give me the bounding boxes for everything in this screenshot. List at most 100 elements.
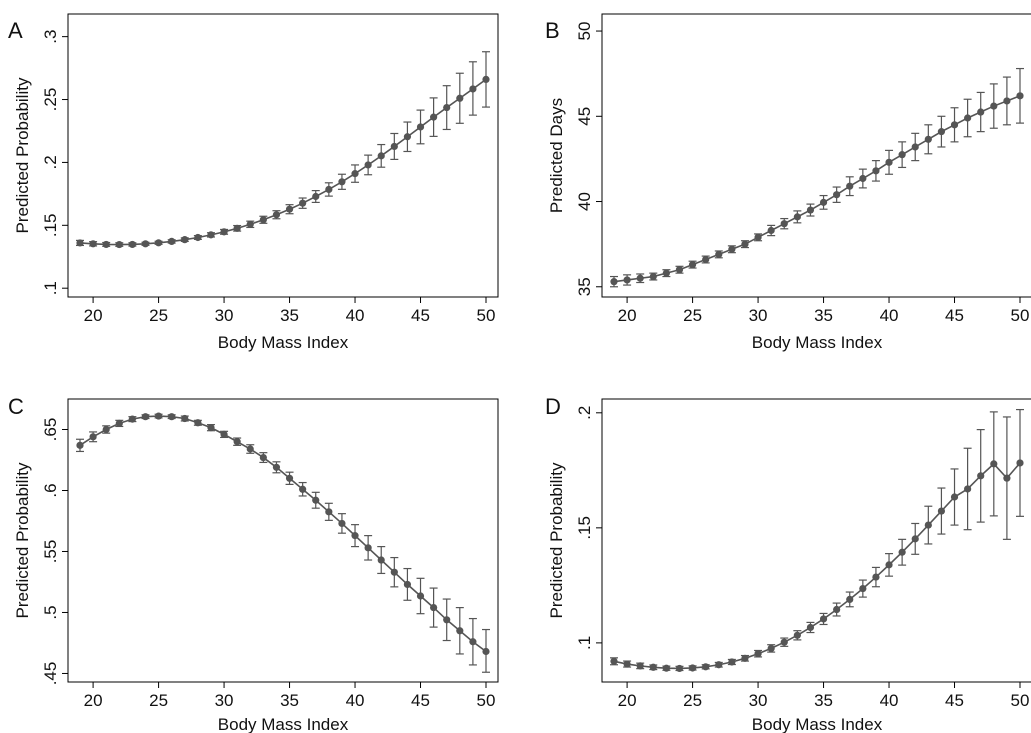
panel-c-point-22 <box>364 544 372 552</box>
panel-c-point-0 <box>76 441 84 449</box>
panel-d-x-tick-label-4: 40 <box>880 691 899 710</box>
panel-b-y-tick-label-3: 50 <box>575 22 594 41</box>
panel-a-point-23 <box>377 152 385 160</box>
panel-c-point-24 <box>390 568 398 576</box>
panel-a-x-tick-label-6: 50 <box>477 306 496 325</box>
panel-c-series-line <box>79 415 487 653</box>
panel-c: C Predicted Probability Body Mass Index … <box>8 394 499 733</box>
panel-d-point-22 <box>898 548 906 556</box>
panel-b-y-tick-label-0: 35 <box>575 277 594 296</box>
panel-c-point-15 <box>272 463 281 471</box>
panel-d-point-1 <box>623 660 631 668</box>
panel-b-point-20 <box>872 167 880 175</box>
panel-d-x-tick-label-5: 45 <box>945 691 964 710</box>
panel-d-point-11 <box>754 650 762 658</box>
panel-d-point-7 <box>702 663 710 671</box>
panel-c-point-21 <box>351 532 359 540</box>
panel-b-point-5 <box>675 266 684 274</box>
panel-b-point-24 <box>924 135 932 143</box>
panel-c-point-27 <box>430 603 438 612</box>
panel-a-y-tick-label-2: .2 <box>41 155 60 169</box>
panel-d-point-14 <box>793 631 801 639</box>
panel-a-point-17 <box>299 199 307 207</box>
panel-d-point-3 <box>649 663 657 671</box>
panel-d-point-27 <box>964 485 972 493</box>
panel-a-point-16 <box>285 205 294 213</box>
panel-b-x-tick-label-6: 50 <box>1011 306 1030 325</box>
panel-c-point-2 <box>102 425 110 434</box>
panel-b-point-10 <box>741 240 749 248</box>
panel-c-point-20 <box>338 519 346 528</box>
panel-c-point-30 <box>469 638 477 646</box>
panel-a-point-14 <box>259 216 267 224</box>
panel-c-plot-frame <box>67 398 499 683</box>
panel-d-point-13 <box>780 638 788 646</box>
panel-a-series-line <box>79 78 487 246</box>
panel-d-x-tick-label-3: 35 <box>814 691 833 710</box>
panel-d-point-28 <box>977 472 985 480</box>
panel-b-point-27 <box>964 114 972 122</box>
panel-b-point-30 <box>1003 97 1011 105</box>
panel-a-x-axis-label: Body Mass Index <box>218 333 349 352</box>
panel-d-letter: D <box>545 394 561 419</box>
panel-c-y-tick-label-3: .6 <box>41 483 60 497</box>
panel-b-point-31 <box>1016 92 1024 100</box>
panel-c-y-tick-label-4: .65 <box>41 418 60 442</box>
panel-a-point-26 <box>416 123 425 131</box>
panel-d-y-tick-label-1: .15 <box>575 516 594 540</box>
panel-d-point-30 <box>1003 474 1011 482</box>
panel-a-point-31 <box>482 75 490 84</box>
panel-d-point-25 <box>937 507 946 515</box>
panel-d-point-15 <box>806 623 815 632</box>
panel-b-point-17 <box>833 191 841 199</box>
panel-d-y-axis-label: Predicted Probability <box>547 462 566 618</box>
panel-a-y-axis-label: Predicted Probability <box>13 77 32 233</box>
panel-c-point-13 <box>246 445 254 453</box>
panel-c-point-16 <box>285 474 294 482</box>
panel-b-point-19 <box>859 174 867 183</box>
panel-a-point-5 <box>141 240 150 248</box>
panel-a-point-7 <box>168 237 176 246</box>
panel-c-x-axis-label: Body Mass Index <box>218 715 349 733</box>
panel-c-x-tick-label-2: 30 <box>215 691 234 710</box>
panel-a-point-25 <box>403 133 412 141</box>
panel-a-point-30 <box>469 85 477 93</box>
panel-b-point-21 <box>885 158 893 166</box>
panel-a-x-tick-label-2: 30 <box>215 306 234 325</box>
panel-c-point-10 <box>207 424 215 432</box>
panel-c-point-17 <box>299 485 307 493</box>
panel-a-plot-frame <box>67 13 499 298</box>
panel-a-y-tick-label-3: .25 <box>41 88 60 112</box>
panel-a-x-tick-label-5: 45 <box>411 306 430 325</box>
panel-c-point-3 <box>115 419 123 427</box>
panel-b-point-14 <box>793 213 801 221</box>
panel-a-point-12 <box>233 224 241 232</box>
panel-c-x-tick-label-5: 45 <box>411 691 430 710</box>
panel-b-point-25 <box>937 128 946 136</box>
panel-c-point-14 <box>259 453 267 462</box>
panel-b-point-13 <box>780 220 788 228</box>
panel-d-point-23 <box>911 535 919 543</box>
panel-b-x-tick-label-2: 30 <box>749 306 768 325</box>
panel-c-point-26 <box>416 592 425 600</box>
panel-b-letter: B <box>545 18 560 43</box>
panel-d-point-4 <box>662 664 670 672</box>
panel-a-point-10 <box>207 231 215 239</box>
panel-d: D Predicted Probability Body Mass Index … <box>545 394 1031 733</box>
panel-d-x-axis-label: Body Mass Index <box>752 715 883 733</box>
panel-a-point-2 <box>102 240 110 249</box>
panel-b-x-tick-label-0: 20 <box>618 306 637 325</box>
panel-c-point-9 <box>194 419 202 427</box>
panel-b-x-tick-label-5: 45 <box>945 306 964 325</box>
panel-d-point-21 <box>885 561 893 569</box>
panel-d-point-2 <box>636 662 644 670</box>
panel-c-letter: C <box>8 394 24 419</box>
panel-c-point-28 <box>443 616 451 624</box>
panel-b-point-15 <box>806 206 815 214</box>
panel-c-point-5 <box>141 413 150 421</box>
panel-c-x-tick-label-1: 25 <box>149 691 168 710</box>
panel-c-y-axis-label: Predicted Probability <box>13 462 32 618</box>
panel-a-x-tick-label-1: 25 <box>149 306 168 325</box>
panel-d-point-20 <box>872 573 880 581</box>
panel-a-y-tick-label-4: .3 <box>41 30 60 44</box>
